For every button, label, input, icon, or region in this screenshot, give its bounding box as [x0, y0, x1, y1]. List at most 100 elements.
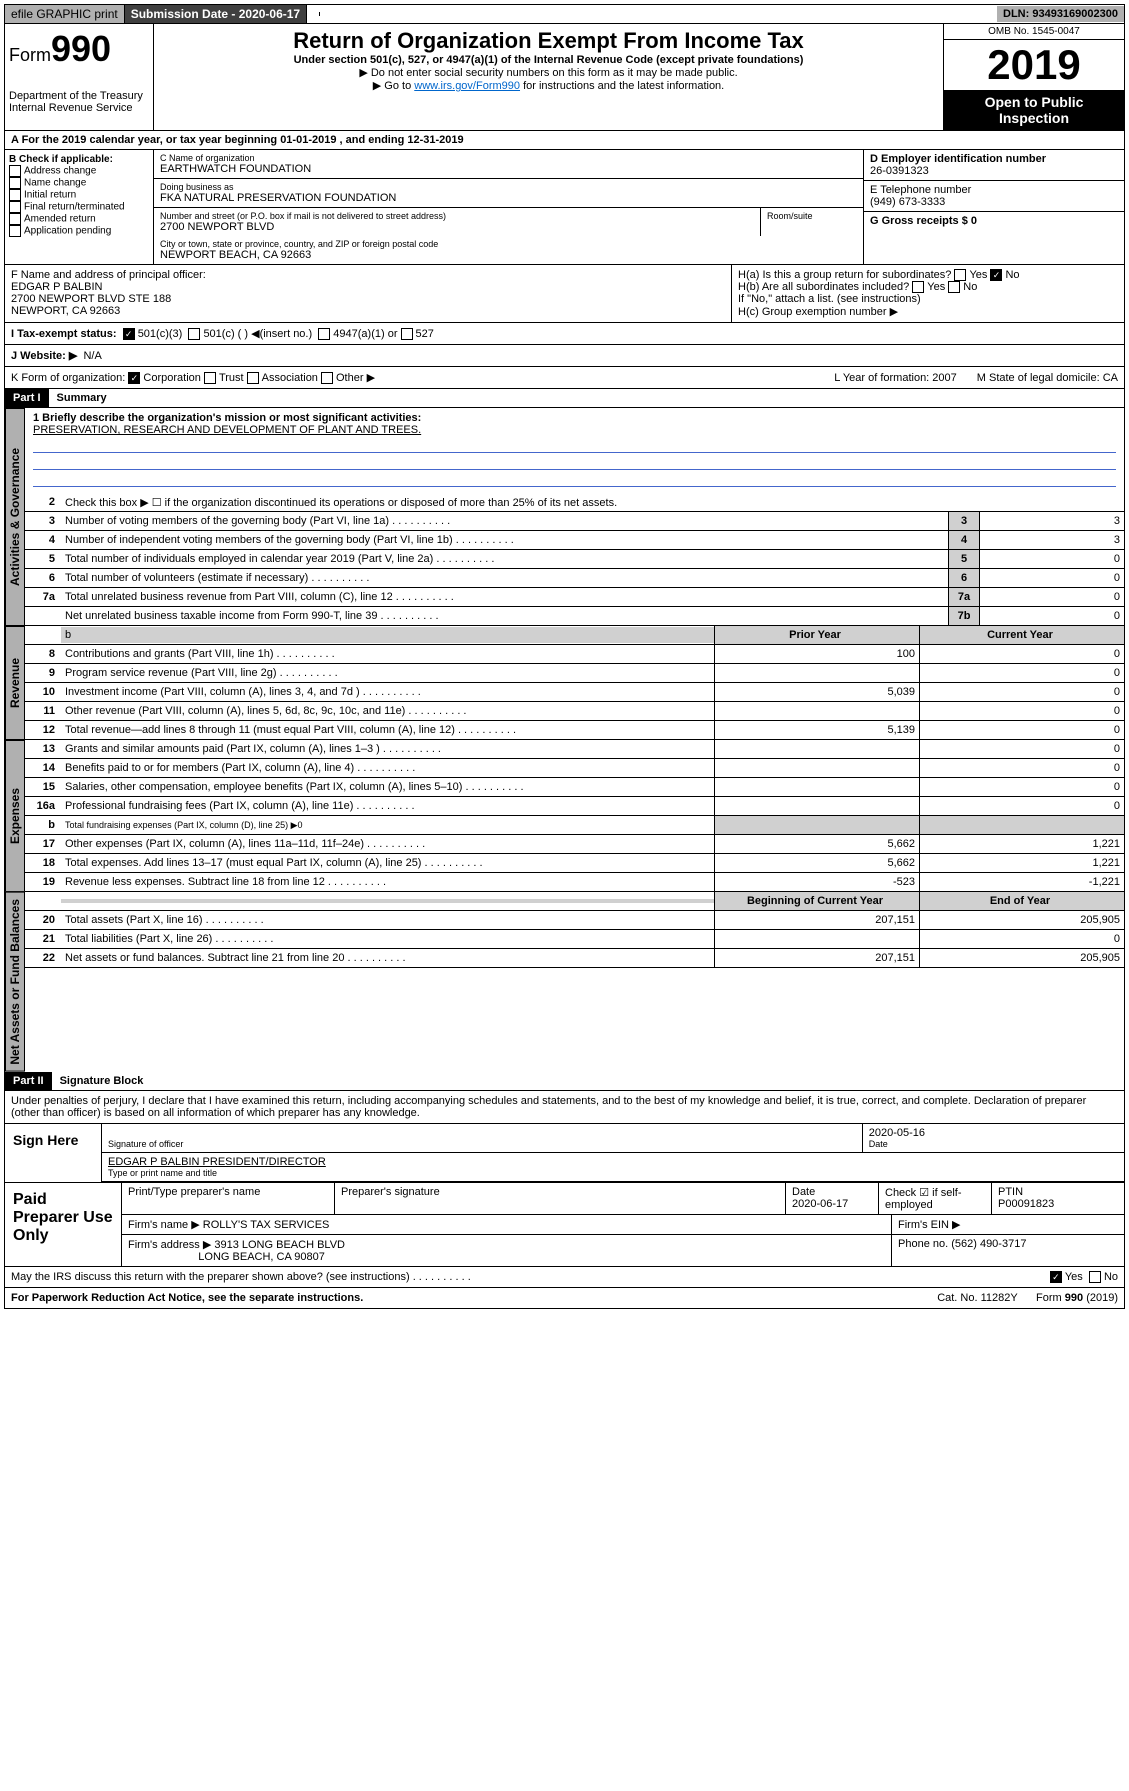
tax-status-label: I Tax-exempt status:	[11, 328, 117, 340]
rev-header: b Prior Year Current Year	[25, 626, 1124, 645]
ein: 26-0391323	[870, 165, 1118, 177]
phone-label: E Telephone number	[870, 184, 1118, 196]
line-9: 9Program service revenue (Part VIII, lin…	[25, 664, 1124, 683]
firm-ein-label: Firm's EIN ▶	[892, 1215, 1124, 1234]
signature-block: Sign Here Signature of officer 2020-05-1…	[4, 1124, 1125, 1183]
open-inspection: Open to Public Inspection	[944, 90, 1124, 130]
chk-trust[interactable]	[204, 372, 216, 384]
sig-name: EDGAR P BALBIN PRESIDENT/DIRECTOR	[108, 1156, 1118, 1168]
line-21: 21Total liabilities (Part X, line 26)0	[25, 930, 1124, 949]
officer-addr2: NEWPORT, CA 92663	[11, 305, 725, 317]
chk-final[interactable]: Final return/terminated	[9, 201, 149, 213]
sig-officer-label: Signature of officer	[108, 1139, 856, 1149]
line-7a: 7aTotal unrelated business revenue from …	[25, 588, 1124, 607]
prep-sig-label: Preparer's signature	[341, 1186, 779, 1198]
part2-title: Signature Block	[52, 1072, 152, 1090]
prep-self-label: Check ☑ if self-employed	[885, 1186, 985, 1211]
footer-left: For Paperwork Reduction Act Notice, see …	[11, 1292, 363, 1304]
city-label: City or town, state or province, country…	[160, 239, 857, 249]
revenue-section: Revenue b Prior Year Current Year 8Contr…	[4, 626, 1125, 740]
firm-name: ROLLY'S TAX SERVICES	[203, 1219, 330, 1231]
perjury-statement: Under penalties of perjury, I declare th…	[4, 1091, 1125, 1124]
discuss-yes[interactable]: ✓	[1050, 1271, 1062, 1283]
org-name-label: C Name of organization	[160, 153, 857, 163]
h-b: H(b) Are all subordinates included? Yes …	[738, 281, 1118, 293]
website-row: J Website: ▶ N/A	[4, 345, 1125, 367]
line-15: 15Salaries, other compensation, employee…	[25, 778, 1124, 797]
prep-date: 2020-06-17	[792, 1198, 872, 1210]
line-13: 13Grants and similar amounts paid (Part …	[25, 740, 1124, 759]
line-5: 5Total number of individuals employed in…	[25, 550, 1124, 569]
chk-4947[interactable]	[318, 328, 330, 340]
discuss-no[interactable]	[1089, 1271, 1101, 1283]
chk-initial[interactable]: Initial return	[9, 189, 149, 201]
col-b: B Check if applicable: Address change Na…	[5, 150, 154, 264]
officer-label: F Name and address of principal officer:	[11, 269, 725, 281]
form-label: Form990	[9, 45, 111, 65]
tax-status-row: I Tax-exempt status: ✓ 501(c)(3) 501(c) …	[4, 323, 1125, 345]
room-label: Room/suite	[761, 208, 863, 236]
irs-label: Internal Revenue Service	[9, 102, 149, 114]
governance-tab: Activities & Governance	[5, 408, 25, 626]
subtitle-1: Under section 501(c), 527, or 4947(a)(1)…	[158, 54, 939, 66]
part1-title: Summary	[49, 389, 115, 407]
chk-pending[interactable]: Application pending	[9, 225, 149, 237]
addr-label: Number and street (or P.O. box if mail i…	[160, 211, 754, 221]
city-state-zip: NEWPORT BEACH, CA 92663	[160, 249, 857, 261]
line-6: 6Total number of volunteers (estimate if…	[25, 569, 1124, 588]
line-b: bTotal fundraising expenses (Part IX, co…	[25, 816, 1124, 835]
mission-label: 1 Briefly describe the organization's mi…	[33, 412, 421, 424]
line-2: Check this box ▶ ☐ if the organization d…	[61, 494, 1124, 511]
discuss-row: May the IRS discuss this return with the…	[4, 1267, 1125, 1288]
block-bcde: B Check if applicable: Address change Na…	[4, 150, 1125, 265]
line-3: 3Number of voting members of the governi…	[25, 512, 1124, 531]
phone: (949) 673-3333	[870, 196, 1118, 208]
instructions-link[interactable]: www.irs.gov/Form990	[414, 80, 520, 92]
chk-501c3[interactable]: ✓	[123, 328, 135, 340]
net-tab: Net Assets or Fund Balances	[5, 892, 25, 1072]
chk-other[interactable]	[321, 372, 333, 384]
subtitle-2: ▶ Do not enter social security numbers o…	[158, 66, 939, 79]
prep-date-label: Date	[792, 1186, 872, 1198]
ptin-label: PTIN	[998, 1186, 1118, 1198]
chk-name[interactable]: Name change	[9, 177, 149, 189]
omb-number: OMB No. 1545-0047	[944, 24, 1124, 40]
submission-date: Submission Date - 2020-06-17	[125, 5, 307, 23]
chk-527[interactable]	[401, 328, 413, 340]
org-name: EARTHWATCH FOUNDATION	[160, 163, 857, 175]
chk-corp[interactable]: ✓	[128, 372, 140, 384]
efile-label[interactable]: efile GRAPHIC print	[5, 5, 125, 23]
website-value: N/A	[83, 350, 101, 362]
line-11: 11Other revenue (Part VIII, column (A), …	[25, 702, 1124, 721]
footer: For Paperwork Reduction Act Notice, see …	[4, 1288, 1125, 1309]
chk-amended[interactable]: Amended return	[9, 213, 149, 225]
governance-section: Activities & Governance 1 Briefly descri…	[4, 408, 1125, 626]
line-10: 10Investment income (Part VIII, column (…	[25, 683, 1124, 702]
street-address: 2700 NEWPORT BLVD	[160, 221, 754, 233]
net-section: Net Assets or Fund Balances Beginning of…	[4, 892, 1125, 1072]
officer-name: EDGAR P BALBIN	[11, 281, 725, 293]
firm-phone: Phone no. (562) 490-3717	[892, 1235, 1124, 1266]
website-label: J Website: ▶	[11, 349, 77, 362]
k-row: K Form of organization: ✓ Corporation Tr…	[4, 367, 1125, 389]
form-title: Return of Organization Exempt From Incom…	[158, 28, 939, 54]
part2-header: Part II Signature Block	[4, 1072, 1125, 1091]
sig-name-label: Type or print name and title	[108, 1168, 1118, 1178]
firm-addr-label: Firm's address ▶	[128, 1239, 211, 1251]
footer-cat: Cat. No. 11282Y	[937, 1292, 1018, 1304]
dept-label: Department of the Treasury	[9, 90, 149, 102]
revenue-tab: Revenue	[5, 626, 25, 740]
chk-501c[interactable]	[188, 328, 200, 340]
expenses-tab: Expenses	[5, 740, 25, 892]
ein-label: D Employer identification number	[870, 153, 1046, 165]
line-20: 20Total assets (Part X, line 16)207,1512…	[25, 911, 1124, 930]
col-de: D Employer identification number 26-0391…	[863, 150, 1124, 264]
chk-address[interactable]: Address change	[9, 165, 149, 177]
line-19: 19Revenue less expenses. Subtract line 1…	[25, 873, 1124, 892]
part2-label: Part II	[5, 1072, 52, 1090]
form-header: Form990 Department of the Treasury Inter…	[4, 24, 1125, 131]
chk-assoc[interactable]	[247, 372, 259, 384]
line-14: 14Benefits paid to or for members (Part …	[25, 759, 1124, 778]
officer-addr1: 2700 NEWPORT BLVD STE 188	[11, 293, 725, 305]
line-16a: 16aProfessional fundraising fees (Part I…	[25, 797, 1124, 816]
